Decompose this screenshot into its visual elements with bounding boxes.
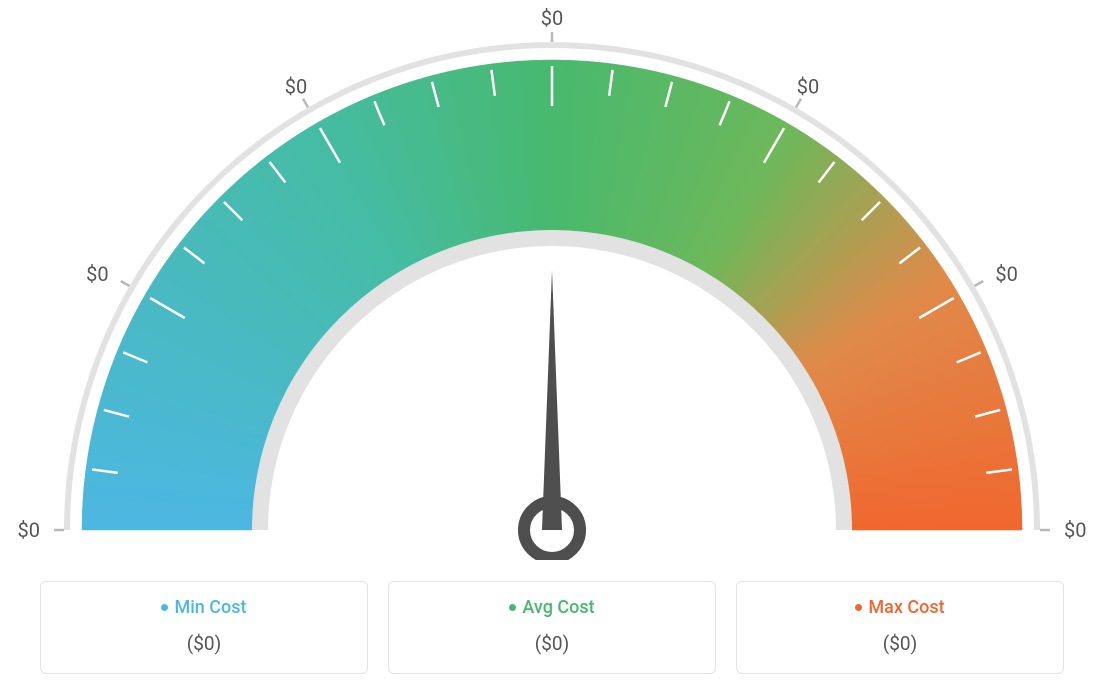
svg-text:$0: $0 (18, 518, 40, 542)
svg-text:$0: $0 (797, 75, 819, 99)
legend-row: Min Cost ($0) Avg Cost ($0) Max Cost ($0… (40, 581, 1064, 674)
legend-label-avg: Avg Cost (522, 597, 594, 618)
cost-gauge-container: $0 $0 $0 $0 $0 $0 $0 Min Cost ($0) Avg Cost ($… (0, 0, 1104, 690)
svg-text:$0: $0 (1064, 518, 1086, 542)
gauge-chart: $0 $0 $0 $0 $0 $0 $0 (0, 0, 1104, 560)
legend-label-min: Min Cost (174, 597, 246, 618)
svg-text:$0: $0 (541, 6, 563, 30)
legend-card-avg: Avg Cost ($0) (388, 581, 716, 674)
legend-title-min: Min Cost (161, 597, 246, 618)
legend-dot-min (161, 604, 168, 611)
legend-title-avg: Avg Cost (509, 597, 594, 618)
legend-card-max: Max Cost ($0) (736, 581, 1064, 674)
svg-text:$0: $0 (995, 262, 1017, 286)
legend-dot-avg (509, 604, 516, 611)
legend-value-max: ($0) (747, 632, 1053, 655)
svg-text:$0: $0 (285, 75, 307, 99)
svg-text:$0: $0 (86, 262, 108, 286)
legend-title-max: Max Cost (855, 597, 944, 618)
gauge-svg: $0 $0 $0 $0 $0 $0 $0 (0, 0, 1104, 560)
legend-label-max: Max Cost (868, 597, 944, 618)
legend-value-min: ($0) (51, 632, 357, 655)
legend-dot-max (855, 604, 862, 611)
legend-value-avg: ($0) (399, 632, 705, 655)
legend-card-min: Min Cost ($0) (40, 581, 368, 674)
